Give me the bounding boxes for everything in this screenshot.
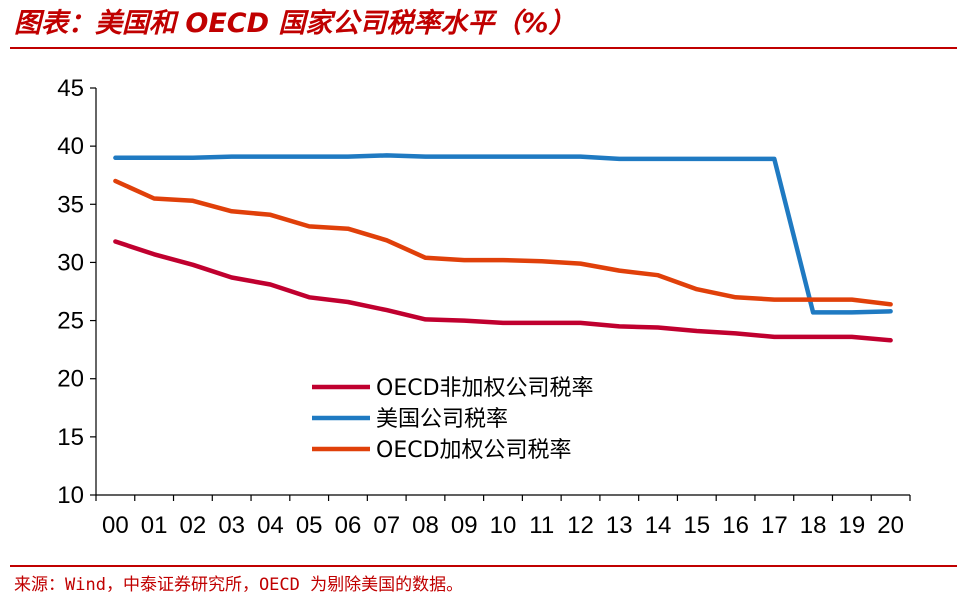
series-line-0 <box>113 239 893 343</box>
series-line-2 <box>113 178 893 307</box>
series-line-1 <box>113 153 893 315</box>
x-tick-label: 19 <box>839 512 866 539</box>
x-axis-tick-labels: 00 01 02 03 04 05 06 07 08 09 10 11 12 13 14 15 16 17 18 19… <box>102 512 904 539</box>
x-tick-label: 16 <box>722 512 749 539</box>
y-tick-label: 15 <box>57 424 84 451</box>
legend-label-2: OECD加权公司税率 <box>376 438 572 463</box>
y-axis-tick-labels: 10 15 20 25 30 35 40 45 <box>57 75 84 509</box>
x-tick-label: 12 <box>567 512 594 539</box>
x-tick-label: 08 <box>412 512 439 539</box>
x-tick-label: 00 <box>102 512 129 539</box>
x-tick-label: 18 <box>800 512 827 539</box>
legend-label-1: 美国公司税率 <box>376 407 508 432</box>
chart-axes <box>90 87 911 501</box>
title-divider <box>10 47 957 49</box>
x-tick-label: 03 <box>218 512 245 539</box>
x-tick-label: 09 <box>451 512 478 539</box>
x-tick-label: 01 <box>141 512 168 539</box>
footer-divider <box>10 565 957 567</box>
x-tick-label: 10 <box>490 512 517 539</box>
x-tick-label: 13 <box>606 512 633 539</box>
legend-label-0: OECD非加权公司税率 <box>376 376 594 401</box>
x-tick-label: 11 <box>529 512 554 539</box>
x-tick-label: 14 <box>645 512 672 539</box>
x-tick-label: 07 <box>373 512 400 539</box>
x-tick-label: 06 <box>335 512 362 539</box>
x-tick-label: 15 <box>683 512 710 539</box>
y-tick-label: 10 <box>57 482 84 509</box>
y-tick-label: 35 <box>57 191 84 218</box>
x-tick-label: 20 <box>877 512 904 539</box>
y-tick-label: 30 <box>57 249 84 276</box>
y-tick-label: 25 <box>57 308 84 335</box>
series-lines <box>113 153 893 343</box>
x-tick-label: 04 <box>257 512 284 539</box>
y-tick-label: 45 <box>57 75 84 102</box>
y-tick-label: 40 <box>57 133 84 160</box>
x-tick-label: 05 <box>296 512 323 539</box>
y-tick-label: 20 <box>57 366 84 393</box>
x-tick-label: 02 <box>180 512 207 539</box>
chart-title: 图表：美国和 OECD 国家公司税率水平（%） <box>14 8 576 39</box>
x-tick-label: 17 <box>761 512 788 539</box>
source-note: 来源：Wind，中泰证券研究所，OECD 为剔除美国的数据。 <box>14 575 464 595</box>
